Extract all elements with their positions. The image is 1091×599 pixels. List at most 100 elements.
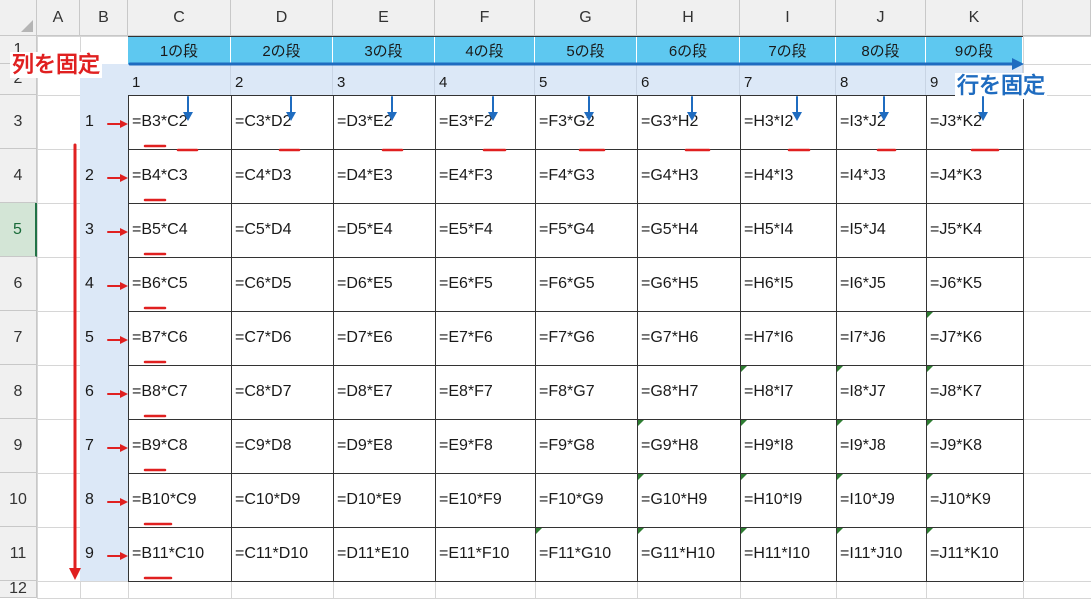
formula-cell[interactable]: =G11*H10 — [641, 545, 715, 562]
row2-value-cell[interactable]: 8 — [836, 64, 926, 95]
formula-cell[interactable]: =F10*G9 — [539, 491, 604, 508]
formula-cell[interactable]: =E3*F2 — [439, 113, 493, 130]
formula-cell[interactable]: =J11*K10 — [930, 545, 999, 562]
formula-cell[interactable]: =H8*I7 — [744, 383, 794, 400]
formula-cell[interactable]: =H10*I9 — [744, 491, 803, 508]
formula-cell[interactable]: =C6*D5 — [235, 275, 292, 292]
column-header-c[interactable]: C — [128, 0, 231, 36]
formula-cell[interactable]: =C10*D9 — [235, 491, 301, 508]
formula-cell[interactable]: =F3*G2 — [539, 113, 595, 130]
row-header-4[interactable]: 4 — [0, 149, 37, 203]
formula-cell[interactable]: =H4*I3 — [744, 167, 794, 184]
formula-cell[interactable]: =C11*D10 — [235, 545, 309, 562]
formula-cell[interactable]: =F11*G10 — [539, 545, 612, 562]
formula-cell[interactable]: =F4*G3 — [539, 167, 595, 184]
formula-cell[interactable]: =I4*J3 — [840, 167, 886, 184]
formula-cell[interactable]: =F5*G4 — [539, 221, 595, 238]
row-header-10[interactable]: 10 — [0, 473, 37, 527]
formula-cell[interactable]: =D11*E10 — [337, 545, 410, 562]
select-all-corner[interactable] — [0, 0, 37, 36]
formula-cell[interactable]: =F8*G7 — [539, 383, 595, 400]
formula-cell[interactable]: =B6*C5 — [132, 275, 188, 292]
formula-cell[interactable]: =H11*I10 — [744, 545, 810, 562]
formula-cell[interactable]: =J9*K8 — [930, 437, 983, 454]
formula-cell[interactable]: =B8*C7 — [132, 383, 188, 400]
formula-cell[interactable]: =J3*K2 — [930, 113, 983, 130]
formula-cell[interactable]: =B5*C4 — [132, 221, 188, 238]
row-header-6[interactable]: 6 — [0, 257, 37, 311]
formula-cell[interactable]: =E11*F10 — [439, 545, 510, 562]
formula-cell[interactable]: =D9*E8 — [337, 437, 393, 454]
formula-cell[interactable]: =J10*K9 — [930, 491, 991, 508]
formula-cell[interactable]: =C9*D8 — [235, 437, 292, 454]
column-header-f[interactable]: F — [435, 0, 535, 36]
formula-cell[interactable]: =H7*I6 — [744, 329, 794, 346]
formula-cell[interactable]: =B9*C8 — [132, 437, 188, 454]
formula-cell[interactable]: =I3*J2 — [840, 113, 886, 130]
formula-cell[interactable]: =D6*E5 — [337, 275, 393, 292]
formula-cell[interactable]: =J6*K5 — [930, 275, 983, 292]
row-header-11[interactable]: 11 — [0, 527, 37, 581]
formula-cell[interactable]: =F6*G5 — [539, 275, 595, 292]
formula-cell[interactable]: =E10*F9 — [439, 491, 502, 508]
row2-value-cell[interactable]: 6 — [637, 64, 740, 95]
formula-cell[interactable]: =G7*H6 — [641, 329, 699, 346]
column-header-k[interactable]: K — [926, 0, 1023, 36]
header-band-cell[interactable]: 7の段 — [740, 36, 836, 64]
formula-cell[interactable]: =I6*J5 — [840, 275, 886, 292]
column-header-a[interactable]: A — [37, 0, 80, 36]
row-header-3[interactable]: 3 — [0, 95, 37, 149]
header-band-cell[interactable]: 4の段 — [435, 36, 535, 64]
formula-cell[interactable]: =J7*K6 — [930, 329, 983, 346]
formula-cell[interactable]: =E8*F7 — [439, 383, 493, 400]
formula-cell[interactable]: =J4*K3 — [930, 167, 983, 184]
formula-cell[interactable]: =D4*E3 — [337, 167, 393, 184]
header-band-cell[interactable]: 5の段 — [535, 36, 637, 64]
row-header-7[interactable]: 7 — [0, 311, 37, 365]
header-band-cell[interactable]: 6の段 — [637, 36, 740, 64]
column-header-e[interactable]: E — [333, 0, 435, 36]
formula-cell[interactable]: =D7*E6 — [337, 329, 393, 346]
column-header-b[interactable]: B — [80, 0, 128, 36]
formula-cell[interactable]: =G9*H8 — [641, 437, 699, 454]
formula-cell[interactable]: =C7*D6 — [235, 329, 292, 346]
formula-cell[interactable]: =F9*G8 — [539, 437, 595, 454]
formula-cell[interactable]: =J5*K4 — [930, 221, 983, 238]
row-header-9[interactable]: 9 — [0, 419, 37, 473]
formula-cell[interactable]: =G3*H2 — [641, 113, 699, 130]
header-band-cell[interactable]: 3の段 — [333, 36, 435, 64]
formula-cell[interactable]: =E4*F3 — [439, 167, 493, 184]
formula-cell[interactable]: =G6*H5 — [641, 275, 699, 292]
column-header-h[interactable]: H — [637, 0, 740, 36]
formula-cell[interactable]: =H9*I8 — [744, 437, 794, 454]
formula-cell[interactable]: =I9*J8 — [840, 437, 886, 454]
column-header-g[interactable]: G — [535, 0, 637, 36]
row2-value-cell[interactable]: 2 — [231, 64, 333, 95]
formula-cell[interactable]: =D10*E9 — [337, 491, 402, 508]
formula-cell[interactable]: =D8*E7 — [337, 383, 393, 400]
formula-cell[interactable]: =G10*H9 — [641, 491, 708, 508]
column-header-d[interactable]: D — [231, 0, 333, 36]
formula-cell[interactable]: =E9*F8 — [439, 437, 493, 454]
formula-cell[interactable]: =H5*I4 — [744, 221, 794, 238]
column-header-j[interactable]: J — [836, 0, 926, 36]
formula-cell[interactable]: =E7*F6 — [439, 329, 493, 346]
formula-cell[interactable]: =I8*J7 — [840, 383, 886, 400]
formula-cell[interactable]: =B4*C3 — [132, 167, 188, 184]
formula-cell[interactable]: =B7*C6 — [132, 329, 188, 346]
header-band-cell[interactable]: 1の段 — [128, 36, 231, 64]
header-band-cell[interactable]: 2の段 — [231, 36, 333, 64]
row2-value-cell[interactable]: 1 — [128, 64, 231, 95]
formula-cell[interactable]: =D3*E2 — [337, 113, 393, 130]
row2-value-cell[interactable]: 5 — [535, 64, 637, 95]
formula-cell[interactable]: =C5*D4 — [235, 221, 292, 238]
row2-value-cell[interactable]: 4 — [435, 64, 535, 95]
formula-cell[interactable]: =H6*I5 — [744, 275, 794, 292]
formula-cell[interactable]: =G5*H4 — [641, 221, 699, 238]
formula-cell[interactable]: =J8*K7 — [930, 383, 983, 400]
row-header-8[interactable]: 8 — [0, 365, 37, 419]
formula-cell[interactable]: =I10*J9 — [840, 491, 895, 508]
formula-cell[interactable]: =H3*I2 — [744, 113, 794, 130]
formula-cell[interactable]: =G4*H3 — [641, 167, 699, 184]
formula-cell[interactable]: =B10*C9 — [132, 491, 197, 508]
